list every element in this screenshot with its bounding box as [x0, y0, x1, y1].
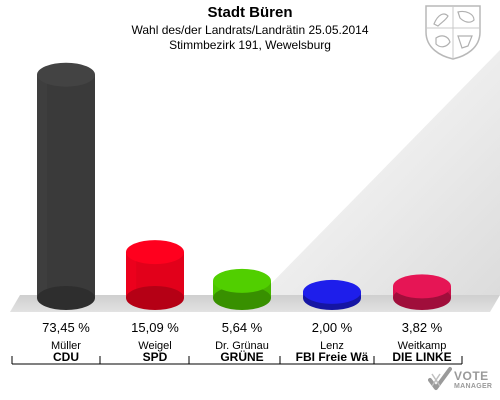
bar-top [303, 279, 361, 304]
bar-gr-ne [213, 268, 271, 310]
bar-highlight [37, 74, 48, 298]
value-label: 2,00 % [311, 320, 353, 335]
value-label: 15,09 % [131, 320, 179, 335]
candidate-label: Weigel [138, 340, 172, 352]
bar-die-linke [393, 274, 451, 310]
bar-bottom [37, 286, 95, 310]
vote-manager-check-icon [428, 367, 452, 390]
category-separators [11, 356, 463, 365]
bar-bottom [213, 286, 271, 310]
value-label: 5,64 % [221, 320, 263, 335]
logo-text-manager: MANAGER [454, 383, 493, 390]
party-label: FBI Freie Wä [295, 350, 369, 364]
party-label: DIE LINKE [392, 350, 452, 364]
chart-subtitle: Wahl des/der Landrats/Landrätin 25.05.20… [131, 23, 369, 37]
bar-top [213, 268, 271, 293]
chart-title: Stadt Büren [207, 4, 293, 21]
bar-top [126, 240, 184, 265]
bar-body [37, 74, 95, 298]
bar-bottom [126, 286, 184, 310]
value-label: 73,45 % [42, 320, 90, 335]
bar-highlight [126, 252, 137, 298]
bar-top [393, 274, 451, 299]
bar-top [37, 62, 95, 87]
party-label: GRÜNE [220, 350, 264, 364]
bar-highlight [213, 280, 224, 298]
value-label: 3,82 % [401, 320, 443, 335]
logo-text-vote: VOTE [454, 369, 489, 383]
bar-fbi-freie-w- [303, 279, 361, 310]
candidate-label: Müller [51, 340, 81, 352]
party-label: CDU [53, 350, 79, 364]
district-label: Stimmbezirk 191, Wewelsburg [169, 38, 331, 52]
coat-of-arms-icon [425, 5, 481, 60]
candidate-label: Lenz [320, 340, 344, 352]
candidate-label: Dr. Grünau [215, 340, 269, 352]
party-label: SPD [142, 350, 168, 364]
candidate-label: Weitkamp [397, 340, 447, 352]
bar-spd [126, 240, 184, 310]
chart-backdrop [260, 50, 500, 295]
bar-cdu [37, 62, 95, 310]
